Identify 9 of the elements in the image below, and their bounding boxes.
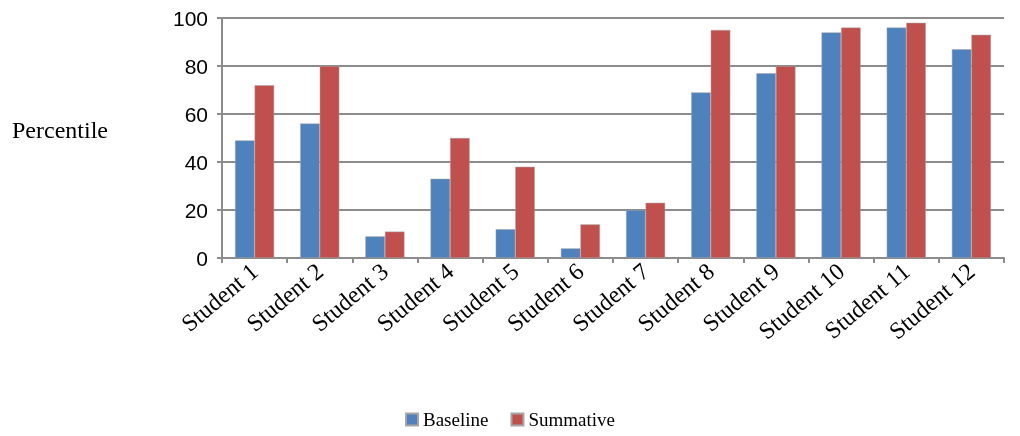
y-tick-label: 40 [184, 150, 208, 174]
y-tick-label: 80 [184, 54, 208, 78]
y-tick-label: 100 [172, 6, 208, 30]
y-tick-label: 20 [184, 198, 208, 222]
y-tick-label: 60 [184, 102, 208, 126]
legend-label: Baseline [423, 409, 489, 430]
legend-label: Summative [528, 409, 615, 430]
y-tick-label: 0 [196, 246, 208, 270]
y-axis-title: Percentile [12, 117, 108, 143]
